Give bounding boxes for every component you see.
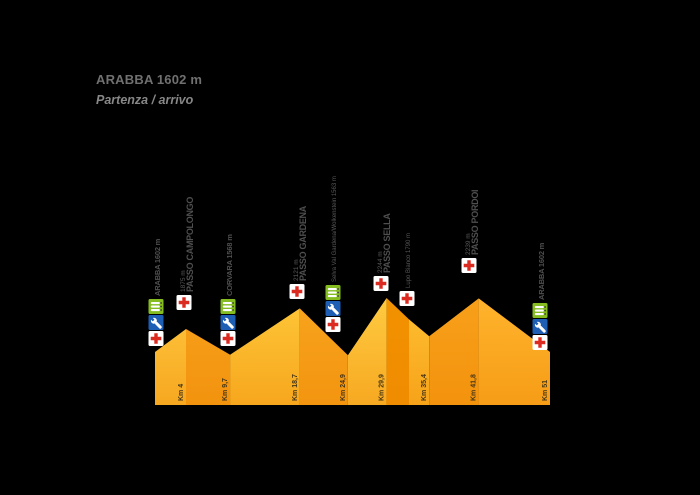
- refreshment-icon: [532, 303, 548, 318]
- km-marker-label: Km 35,4: [421, 374, 428, 401]
- medical-icon: [176, 295, 192, 310]
- km-marker-label: Km 9,7: [222, 378, 229, 401]
- km-marker-label: Km 29,9: [379, 374, 386, 401]
- medical-icon: [373, 276, 389, 291]
- medical-icon: [461, 258, 477, 273]
- title-block: ARABBA 1602 m Partenza / arrivo: [96, 70, 202, 110]
- km-marker-label: Km 41,8: [471, 374, 478, 401]
- waypoint-name: PASSO CAMPOLONGO: [185, 197, 195, 292]
- waypoint: Selva Val Gardena/Wolkenstein 1563 m: [332, 176, 338, 282]
- waypoint: ARABBA 1602 m: [537, 242, 546, 300]
- waypoint-elevation: 2239 m: [465, 233, 472, 255]
- waypoint-label-small: Selva Val Gardena/Wolkenstein 1563 m: [332, 176, 338, 282]
- refreshment-icon: [325, 285, 341, 300]
- refreshment-icon: [220, 299, 236, 314]
- waypoint-name: PASSO GARDENA: [298, 205, 308, 281]
- waypoint-name: ARABBA 1602 m: [537, 242, 546, 300]
- refreshment-icon: [148, 299, 164, 314]
- waypoint: Lupo Bianco 1790 m: [406, 233, 412, 288]
- route-title: ARABBA 1602 m: [96, 72, 203, 87]
- waypoint-elevation: 2121 m: [293, 259, 300, 281]
- medical-icon: [289, 284, 305, 299]
- km-marker-label: Km 4: [178, 384, 185, 401]
- waypoint-elevation: 1875 m: [180, 270, 187, 292]
- mechanic-icon: [325, 301, 341, 316]
- mechanic-icon: [148, 315, 164, 330]
- route-subtitle: Partenza / arrivo: [96, 93, 194, 107]
- km-marker-label: Km 24,9: [340, 374, 347, 401]
- km-marker-label: Km 51: [542, 380, 549, 401]
- medical-icon: [399, 291, 415, 306]
- mechanic-icon: [532, 319, 548, 334]
- waypoint-name: PASSO PORDOI: [470, 190, 480, 255]
- waypoint-name: PASSO SELLA: [382, 213, 392, 273]
- waypoint-elevation: 2244 m: [377, 251, 384, 273]
- km-marker-label: Km 18,7: [292, 374, 299, 401]
- waypoint-name: ARABBA 1602 m: [153, 238, 162, 296]
- medical-icon: [532, 335, 548, 350]
- medical-icon: [325, 317, 341, 332]
- waypoint-label-small: Lupo Bianco 1790 m: [406, 233, 412, 288]
- waypoint: ARABBA 1602 m: [153, 238, 162, 296]
- medical-icon: [220, 331, 236, 346]
- waypoint: CORVARA 1568 m: [225, 234, 234, 296]
- mountain-profile: [155, 298, 550, 405]
- medical-icon: [148, 331, 164, 346]
- profile-bottom-shade: [155, 298, 550, 405]
- mechanic-icon: [220, 315, 236, 330]
- waypoint-name: CORVARA 1568 m: [225, 234, 234, 296]
